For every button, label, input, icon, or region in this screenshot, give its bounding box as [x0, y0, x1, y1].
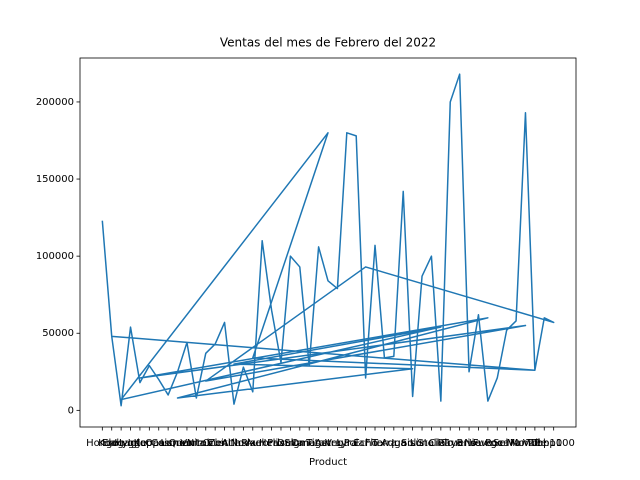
x-tick-label: Mar — [507, 438, 527, 449]
x-tick-label: Tohp10 — [525, 438, 562, 449]
x-tick-label: Solis — [401, 438, 424, 449]
x-tick-label: Sigma — [284, 438, 315, 449]
x-tick-label: Atlas — [222, 438, 247, 449]
x-tick-label: Nimbus — [187, 438, 225, 449]
x-tick-label: Polar — [344, 438, 370, 449]
x-tick-label: Cosmo — [151, 438, 185, 449]
x-tick-label: Luna — [410, 438, 434, 449]
x-tick-label: Vortex — [180, 438, 212, 449]
x-tick-label: Trueno — [442, 438, 477, 449]
x-tick-label: Prism — [267, 438, 295, 449]
x-tick-label: Flux — [365, 438, 386, 449]
x-tick-label: Lumen — [161, 438, 195, 449]
y-tick-label: 50000 — [42, 328, 74, 339]
x-tick-label: Titan — [305, 438, 331, 449]
x-tick-label: Monte — [510, 438, 541, 449]
x-tick-label: Zenith — [208, 438, 240, 449]
x-tick-label: Omega — [291, 438, 327, 449]
x-tick-label: Kappa — [134, 438, 165, 449]
y-tick-label: 200000 — [36, 97, 74, 108]
x-tick-label: Koala — [98, 438, 125, 449]
x-tick-label: Terra — [371, 438, 397, 449]
x-tick-label: Lyra — [336, 438, 357, 449]
x-tick-label: Hygge — [114, 438, 146, 449]
x-tick-label: Echo — [353, 438, 377, 449]
x-tick-label: Stella — [417, 438, 445, 449]
x-tick-label: Cielo — [428, 438, 453, 449]
x-tick-label: Valle — [523, 438, 547, 449]
x-tick-label: Elegant — [102, 438, 140, 449]
y-tick-label: 100000 — [36, 251, 74, 262]
x-tick-label: Ignis — [391, 438, 415, 449]
x-tick-label: Oasis — [145, 438, 172, 449]
data-line — [101, 73, 555, 407]
y-tick-label: 0 — [68, 405, 74, 416]
x-tick-label: Roca — [485, 438, 509, 449]
x-tick-label: Delta — [277, 438, 304, 449]
x-tick-label: Hongo — [86, 438, 118, 449]
x-tick-label: Pixel — [241, 438, 264, 449]
x-tick-label: Fuego — [473, 438, 503, 449]
x-tick-label: Orbit — [203, 438, 228, 449]
x-tick-label: Aurora — [245, 438, 278, 449]
x-tick-label: Brisa — [457, 438, 482, 449]
x-tick-label: Aqua — [381, 438, 406, 449]
x-tick-label: Rayo — [438, 438, 463, 449]
x-tick-label: Vega — [325, 438, 350, 449]
x-axis-label: Product — [309, 457, 347, 468]
plot-area: 0 50000 100000 150000 200000 HongoKoalaElegan… — [36, 73, 575, 449]
x-tick-label: Helix — [259, 438, 284, 449]
x-tick-label: Selva — [493, 438, 520, 449]
x-tick-label: Nieve — [464, 438, 492, 449]
chart-title: Ventas del mes de Febrero del 2022 — [220, 36, 436, 50]
x-tick-label: Quanta — [169, 438, 206, 449]
y-tick-label: 150000 — [36, 174, 74, 185]
x-tick-label: Nova — [231, 438, 257, 449]
x-tick-label: Tohp100 — [532, 438, 575, 449]
x-tick-label: Astra — [315, 438, 341, 449]
axes-frame — [79, 57, 577, 428]
x-tick-label: Igloo — [128, 438, 152, 449]
